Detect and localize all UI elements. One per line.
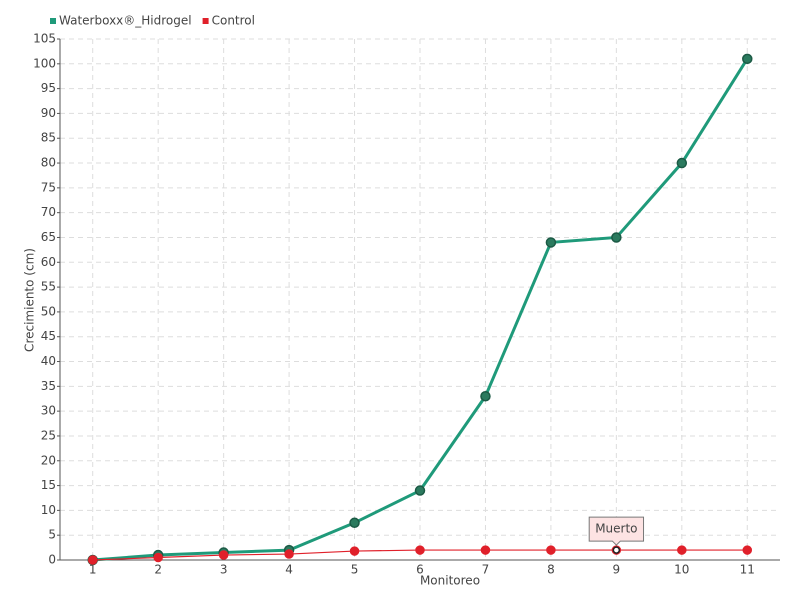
- data-point: [545, 237, 557, 248]
- x-tick-label: 7: [482, 563, 490, 577]
- annotated-point: [612, 546, 621, 554]
- x-axis-label: Monitoreo: [420, 574, 480, 588]
- data-point: [87, 555, 98, 565]
- data-point: [414, 485, 426, 496]
- data-point: [415, 545, 425, 555]
- annotation-box: [588, 516, 645, 546]
- x-tick-label: 4: [285, 563, 293, 577]
- y-tick-label: 0: [48, 553, 56, 567]
- y-tick-label: 50: [41, 304, 56, 318]
- x-tick-label: 11: [740, 563, 755, 577]
- y-tick-label: 90: [41, 106, 56, 120]
- data-point: [349, 546, 360, 556]
- y-tick-label: 30: [41, 404, 56, 418]
- y-tick-label: 80: [41, 156, 56, 170]
- y-tick-label: 95: [41, 81, 56, 95]
- legend-label: Waterboxx®_Hidrogel: [59, 14, 192, 28]
- data-point: [611, 232, 622, 243]
- data-point: [284, 549, 294, 559]
- x-tick-label: 10: [674, 563, 689, 577]
- y-tick-label: 85: [41, 131, 56, 145]
- data-point: [546, 545, 556, 555]
- x-tick-label: 6: [416, 563, 424, 577]
- y-tick-label: 100: [33, 56, 56, 70]
- y-tick-label: 60: [41, 255, 56, 269]
- y-tick-label: 25: [41, 428, 56, 442]
- data-point: [676, 157, 688, 169]
- y-tick-label: 75: [41, 180, 56, 194]
- annotation-text: Muerto: [595, 522, 637, 536]
- data-point: [677, 545, 687, 555]
- y-tick-label: 15: [41, 478, 56, 492]
- annotation: Muerto: [588, 516, 645, 546]
- x-tick-label: 9: [613, 563, 621, 577]
- data-point: [153, 552, 163, 563]
- y-tick-label: 20: [41, 453, 56, 467]
- x-tick-label: 5: [351, 563, 359, 577]
- y-tick-label: 65: [41, 230, 56, 244]
- data-point: [480, 391, 491, 402]
- y-tick-label: 45: [41, 329, 56, 343]
- legend-swatch: [202, 18, 209, 24]
- y-tick-label: 35: [41, 379, 56, 393]
- y-tick-label: 70: [41, 205, 56, 219]
- data-point: [218, 550, 229, 560]
- y-axis-label: Crecimiento (cm): [23, 248, 37, 352]
- y-tick-label: 40: [41, 354, 56, 368]
- y-tick-label: 55: [41, 280, 56, 294]
- x-tick-label: 8: [547, 563, 555, 577]
- legend-label: Control: [212, 14, 255, 28]
- x-tick-label: 3: [220, 563, 228, 577]
- y-tick-label: 105: [33, 32, 56, 46]
- data-point: [742, 53, 753, 65]
- legend-swatch: [50, 18, 56, 24]
- y-tick-label: 10: [41, 503, 56, 517]
- data-point: [349, 517, 360, 529]
- x-tick-label: 2: [154, 563, 162, 577]
- y-tick-label: 5: [48, 528, 56, 542]
- data-point: [480, 545, 491, 555]
- data-point: [742, 545, 753, 555]
- x-tick-label: 1: [89, 563, 97, 577]
